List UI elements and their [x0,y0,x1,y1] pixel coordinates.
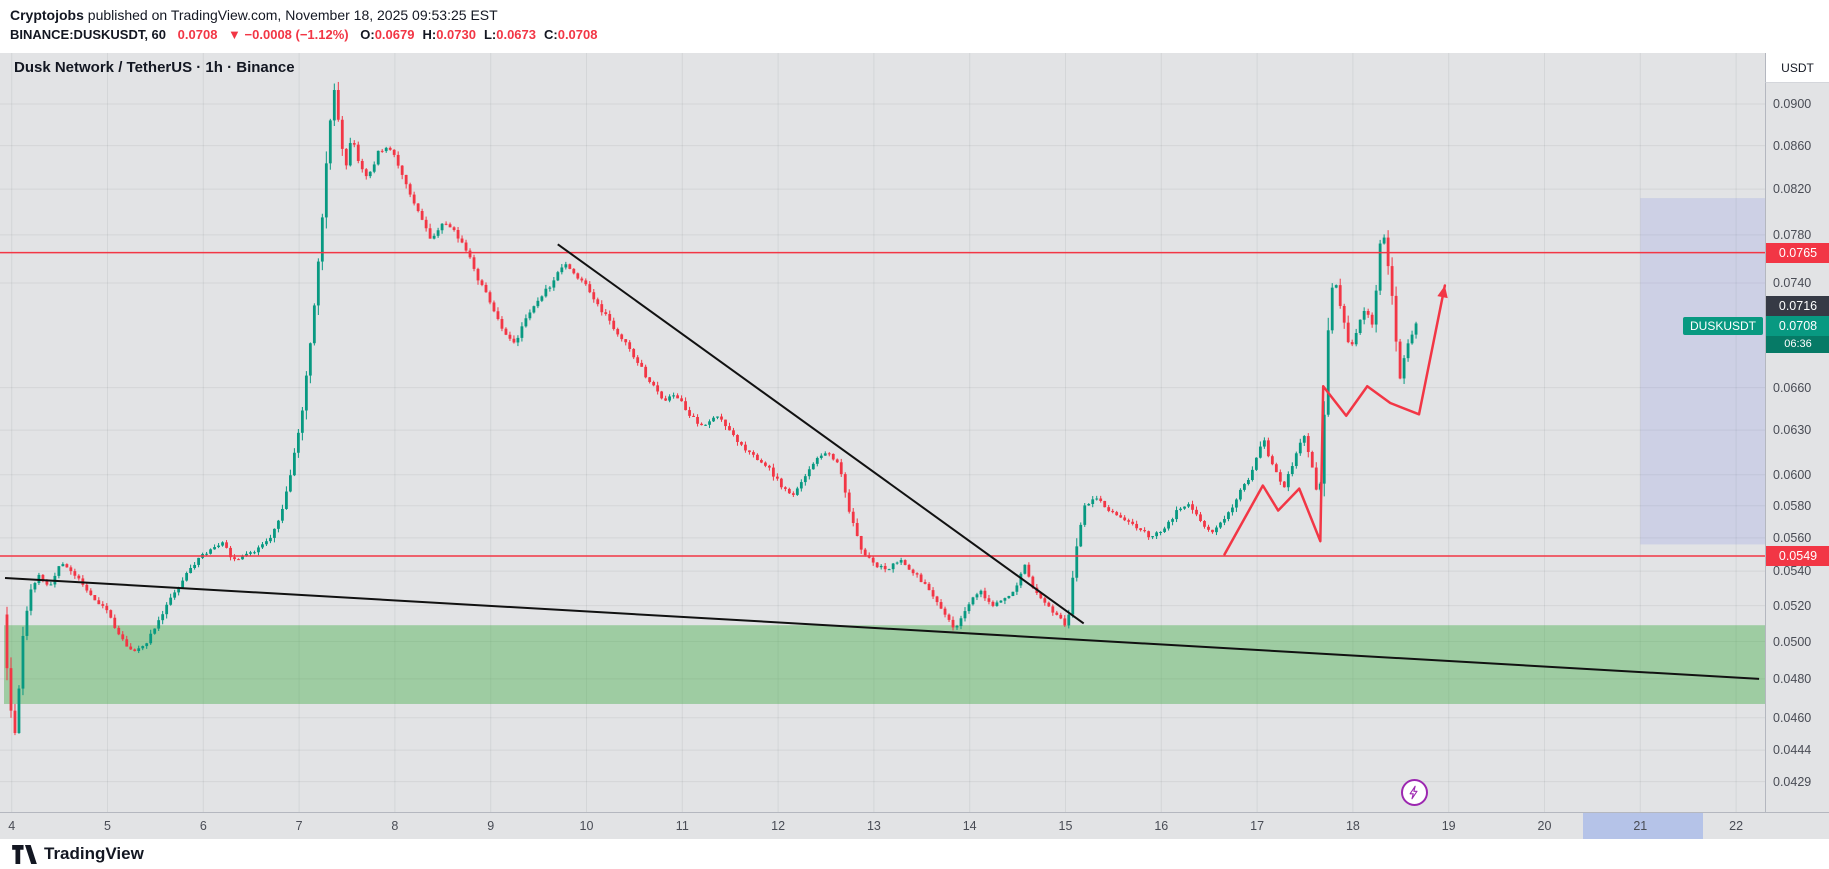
time-tick-label: 17 [1250,819,1265,833]
time-tick-label: 22 [1729,819,1744,833]
bar-countdown: 06:36 [1766,336,1829,354]
attribution-line: Cryptojobs published on TradingView.com,… [0,0,1829,23]
time-tick-label: 15 [1058,819,1073,833]
ohlc-label: O: [360,27,375,42]
last-price: 0.0708 [177,27,218,42]
price-level-badge: 0.0765 [1766,242,1829,263]
direction-arrow-icon: ▼ [228,27,241,42]
footer-bar: TradingView [0,839,1829,869]
time-axis[interactable]: 4 5 6 7 8 9 10 11 12 13 14 15 16 17 18 19 20 21 22 [0,812,1829,839]
chart-legend[interactable]: Dusk Network / TetherUS · 1h · Binance [14,59,295,76]
time-tick-label: 11 [675,819,689,833]
price-tick-label: 0.0580 [1773,498,1812,513]
price-tick-label: 0.0820 [1773,182,1812,197]
tradingview-logo-icon [12,844,37,864]
support-zone[interactable] [4,625,1765,704]
price-tick-label: 0.0500 [1773,634,1812,649]
ohlc-value: 0.0673 [496,27,536,42]
time-tick-label: 6 [199,819,207,833]
price-change: −0.0008 (−1.12%) [244,27,349,42]
ohlc-value: 0.0708 [557,27,598,42]
time-tick-label: 4 [8,819,16,833]
time-tick-label: 9 [487,819,495,833]
ohlc-label: C: [544,27,558,42]
time-tick-label: 20 [1537,819,1552,833]
last-price-value: 0.0708 [1766,316,1829,337]
level-lines[interactable] [0,251,1765,557]
chart-pane[interactable]: Dusk Network / TetherUS · 1h · Binance D… [0,53,1765,812]
price-level-badge: 0.0549 [1766,546,1829,567]
time-tick-label: 8 [391,819,399,833]
price-tick-label: 0.0780 [1773,227,1812,242]
price-tick-label: 0.0900 [1773,97,1812,111]
ohlc-readout: O:0.0679 H:0.0730 L:0.0673 C:0.0708 [352,27,597,42]
quote-currency-box: USDT [1765,53,1829,83]
candles [5,81,1418,736]
time-tick-label: 10 [579,819,594,833]
symbol-interval: BINANCE:DUSKUSDT, 60 [10,27,167,42]
tradingview-wordmark: TradingView [44,844,144,863]
price-tick-label: 0.0444 [1773,743,1812,758]
publish-details: published on TradingView.com, November 1… [83,7,498,23]
price-tick-label: 0.0480 [1773,671,1812,686]
ohlc-label: L: [483,27,497,42]
price-tick-label: 0.0429 [1773,774,1812,789]
time-tick-label: 19 [1441,819,1456,833]
ohlc-value: 0.0730 [436,27,476,42]
time-tick-label: 14 [962,819,977,833]
ohlc-label: H: [422,27,437,42]
price-tick-label: 0.0600 [1773,467,1812,482]
quote-currency-label: USDT [1781,60,1814,75]
time-tick-label: 18 [1345,819,1360,833]
price-tick-label: 0.0460 [1773,710,1812,725]
snapshot-header: Cryptojobs published on TradingView.com,… [0,0,1829,53]
ohlc-value: 0.0679 [374,27,415,42]
projection-arrowhead [1437,285,1448,299]
price-tick-label: 0.0860 [1773,138,1812,153]
time-tick-label: 13 [866,819,881,833]
time-tick-label: 7 [295,819,303,833]
price-tick-label: 0.0660 [1773,380,1812,395]
time-axis-highlight [1582,813,1703,839]
trendlines[interactable] [4,243,1760,680]
price-tick-label: 0.0560 [1773,530,1812,545]
tradingview-logo[interactable]: TradingView [12,844,144,864]
price-axis[interactable]: 0.0900 0.0860 0.0820 0.0780 0.0740 0.0660 0.06… [1765,53,1829,812]
bolt-glyph [1409,785,1418,800]
drawing-price-badge: 0.0716 [1766,296,1829,317]
chart-canvas[interactable] [0,53,1765,812]
last-price-badge: 0.0708 06:36 [1766,316,1829,354]
time-tick-label: 16 [1154,819,1169,833]
lightning-bolt-icon[interactable] [1400,778,1428,806]
publisher-name: Cryptojobs [10,7,84,23]
price-tick-label: 0.0740 [1773,276,1812,290]
price-tick-label: 0.0520 [1773,598,1812,613]
price-tick-label: 0.0630 [1773,423,1812,438]
grid [0,53,1765,812]
time-tick-label: 5 [104,819,111,833]
symbol-price-tag: DUSKUSDT [1682,317,1763,336]
quote-bar: BINANCE:DUSKUSDT, 60 0.0708 ▼ −0.0008 (−… [0,23,1829,42]
right-highlight-band [1640,198,1765,545]
projection-path[interactable] [1223,284,1448,556]
time-tick-label: 12 [771,819,786,833]
time-tick-label: 21 [1633,819,1648,833]
price-tick-label: 0.0540 [1773,564,1812,579]
